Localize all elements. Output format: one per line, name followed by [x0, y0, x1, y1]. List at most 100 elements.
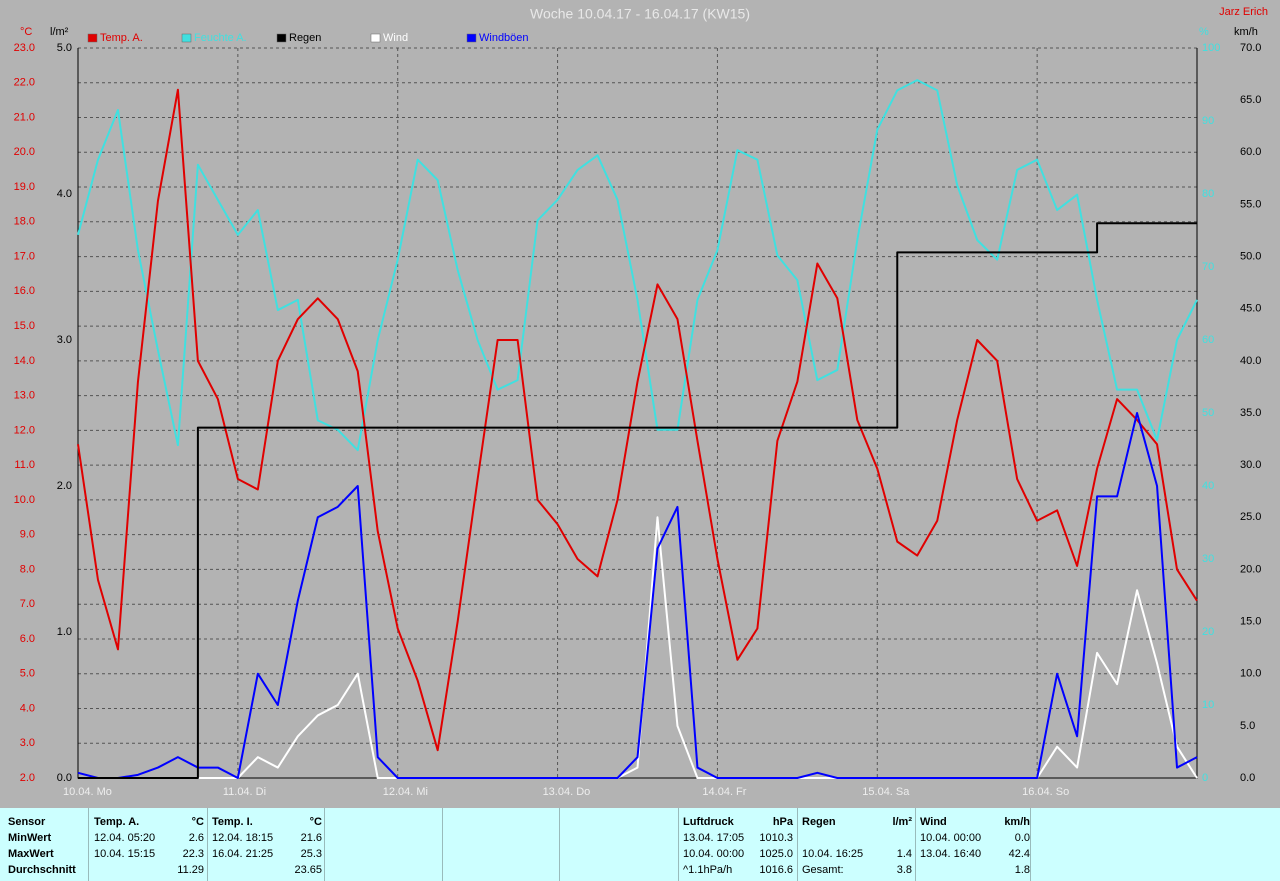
- y-tick-label: 3.0: [20, 737, 35, 749]
- y3-tick-label: 60: [1202, 334, 1214, 346]
- y-tick-label: 9.0: [20, 529, 35, 541]
- column-separator: [559, 808, 560, 881]
- chart: Woche 10.04.17 - 16.04.17 (KW15) Jarz Er…: [0, 0, 1280, 808]
- y2-tick-label: 2.0: [57, 480, 72, 492]
- y-tick-label: 17.0: [14, 250, 35, 262]
- cell-value: 1025.0: [759, 848, 793, 860]
- cell-time: 12.04. 18:15: [212, 832, 274, 844]
- column-unit: hPa: [772, 816, 793, 828]
- legend-swatch: [181, 33, 192, 43]
- y4-tick-label: 35.0: [1240, 407, 1261, 419]
- cell-time: 10.04. 00:00: [683, 848, 745, 860]
- y-tick-label: 16.0: [14, 285, 35, 297]
- cell-value: 3.8: [896, 864, 912, 876]
- cell-value: 23.65: [294, 864, 322, 876]
- legend-label: Feuchte A.: [194, 32, 247, 44]
- legend-label: Windböen: [479, 32, 529, 44]
- y3-tick-label: 20: [1202, 626, 1214, 638]
- y3-tick-label: 100: [1202, 42, 1220, 54]
- cell-time: 10.04. 16:25: [802, 848, 864, 860]
- y-tick-label: 22.0: [14, 77, 35, 89]
- column-separator: [207, 808, 208, 881]
- cell-time: ^1.1hPa/h: [683, 864, 733, 876]
- y-tick-label: 5.0: [20, 668, 35, 680]
- cell-time: 13.04. 17:05: [683, 832, 745, 844]
- column-unit: km/h: [1004, 816, 1030, 828]
- series-line: [78, 222, 1197, 779]
- y3-tick-label: 30: [1202, 553, 1214, 565]
- cell-time: Gesamt:: [802, 864, 844, 876]
- cell-value: 0.0: [1014, 832, 1030, 844]
- column-separator: [1030, 808, 1031, 881]
- y4-tick-label: 30.0: [1240, 459, 1261, 471]
- x-tick-label: 14.04. Fr: [702, 786, 746, 798]
- y2-tick-label: 4.0: [57, 188, 72, 200]
- y2-tick-label: 1.0: [57, 626, 72, 638]
- series-line: [77, 412, 1198, 779]
- y3-tick-label: 90: [1202, 115, 1214, 127]
- y4-tick-label: 10.0: [1240, 668, 1261, 680]
- y4-tick-label: 0.0: [1240, 772, 1255, 784]
- y4-axis-unit: km/h: [1234, 26, 1258, 38]
- y3-axis-unit: %: [1199, 26, 1209, 38]
- y-tick-label: 7.0: [20, 598, 35, 610]
- row-label: MaxWert: [8, 848, 54, 860]
- cell-value: 1016.6: [759, 864, 793, 876]
- y-tick-label: 19.0: [14, 181, 35, 193]
- column-separator: [88, 808, 89, 881]
- y4-tick-label: 20.0: [1240, 563, 1261, 575]
- column-separator: [442, 808, 443, 881]
- cell-value: 25.3: [300, 848, 322, 860]
- series-line: [77, 79, 1198, 452]
- legend-swatch: [276, 33, 287, 43]
- column-separator: [678, 808, 679, 881]
- y-tick-label: 21.0: [14, 111, 35, 123]
- cell-time: 10.04. 15:15: [94, 848, 156, 860]
- y4-tick-label: 45.0: [1240, 303, 1261, 315]
- column-header: Wind: [920, 816, 947, 828]
- cell-value: 1.8: [1014, 864, 1030, 876]
- x-tick-label: 12.04. Mi: [383, 786, 428, 798]
- cell-value: 11.29: [177, 864, 204, 876]
- cell-value: 22.3: [182, 848, 204, 860]
- column-unit: l/m²: [892, 816, 912, 828]
- summary-table: Sensor MinWert MaxWert Durchschnitt Temp. A.…: [0, 808, 1280, 881]
- cell-time: 12.04. 05:20: [94, 832, 156, 844]
- y4-tick-label: 5.0: [1240, 720, 1255, 732]
- y2-tick-label: 0.0: [57, 772, 72, 784]
- column-separator: [324, 808, 325, 881]
- y3-tick-label: 50: [1202, 407, 1214, 419]
- row-label: Durchschnitt: [8, 864, 76, 876]
- y4-tick-label: 60.0: [1240, 146, 1261, 158]
- x-tick-label: 10.04. Mo: [63, 786, 112, 798]
- cell-value: 1.4: [896, 848, 912, 860]
- column-header: Temp. A.: [94, 816, 140, 828]
- y4-tick-label: 65.0: [1240, 94, 1261, 106]
- y-tick-label: 15.0: [14, 320, 35, 332]
- cell-time: 16.04. 21:25: [212, 848, 274, 860]
- y-tick-label: 10.0: [14, 494, 35, 506]
- legend-swatch: [87, 33, 98, 43]
- row-label: MinWert: [8, 832, 52, 844]
- y3-tick-label: 80: [1202, 188, 1214, 200]
- column-separator: [915, 808, 916, 881]
- column-header: Regen: [802, 816, 836, 828]
- y2-tick-label: 5.0: [57, 42, 72, 54]
- x-tick-label: 15.04. Sa: [862, 786, 910, 798]
- x-tick-label: 13.04. Do: [543, 786, 591, 798]
- legend-swatch: [466, 33, 477, 43]
- legend-label: Temp. A.: [100, 32, 143, 44]
- x-tick-label: 11.04. Di: [223, 786, 266, 798]
- y4-tick-label: 40.0: [1240, 355, 1261, 367]
- y2-axis-unit: l/m²: [50, 26, 69, 38]
- cell-time: 13.04. 16:40: [920, 848, 982, 860]
- y-tick-label: 14.0: [14, 355, 35, 367]
- y-tick-label: 4.0: [20, 702, 35, 714]
- x-tick-label: 16.04. So: [1022, 786, 1069, 798]
- y-tick-label: 2.0: [20, 772, 35, 784]
- y-tick-label: 6.0: [20, 633, 35, 645]
- background: [0, 0, 1280, 808]
- cell-time: 10.04. 00:00: [920, 832, 982, 844]
- column-header: Temp. I.: [212, 816, 253, 828]
